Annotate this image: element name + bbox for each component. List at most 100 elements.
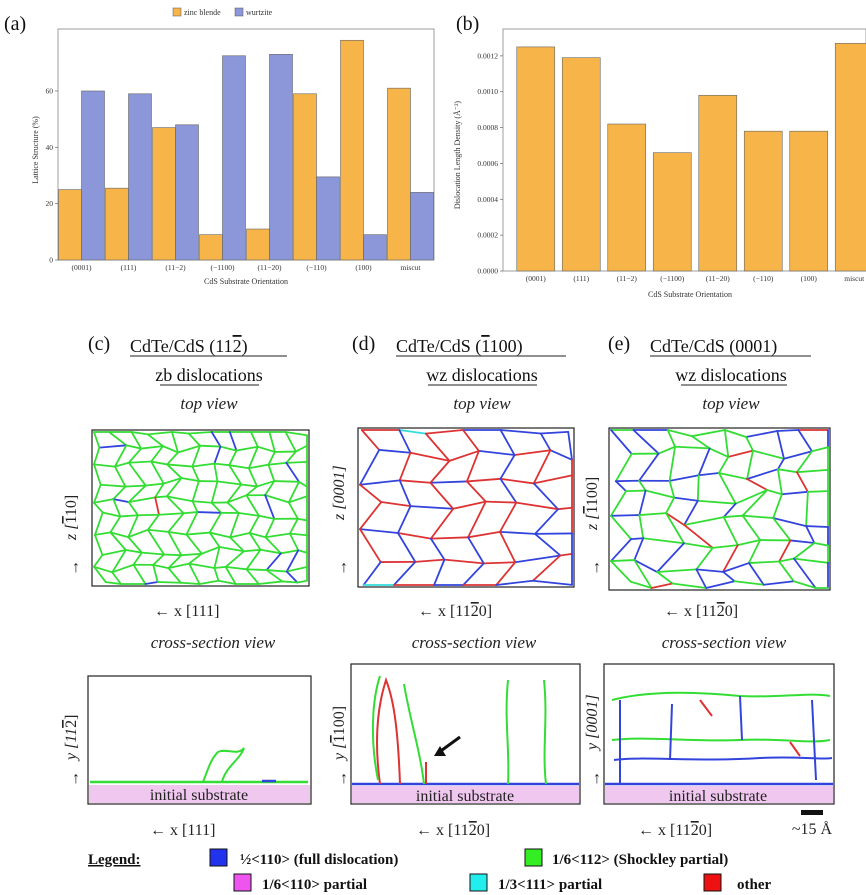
legend-111-partial: 1/3<111> partial bbox=[498, 877, 602, 893]
chart-b-xtick: (11−2) bbox=[617, 274, 638, 283]
legend-swatch-full bbox=[209, 848, 228, 867]
panel-e-top-image bbox=[608, 427, 831, 591]
panel-d-substrate bbox=[352, 786, 579, 803]
panel-c-substrate-label: initial substrate bbox=[150, 787, 248, 804]
chart-b-plot: 0.0000 0.0002 0.0004 0.0006 0.0008 0.0010 0.00… bbox=[477, 43, 866, 283]
panel-c-x-axis-bottom: ← x [111] bbox=[150, 822, 215, 839]
bar-b-1 bbox=[561, 57, 601, 272]
bar-b-6 bbox=[789, 130, 829, 272]
chart-a-xtick: (111) bbox=[121, 263, 137, 272]
bar-b-3 bbox=[652, 152, 692, 272]
chart-a-ylabel: Lattice Structure (%) bbox=[31, 116, 40, 184]
chart-b-ylabel: Dislocation Length Density (Å⁻²) bbox=[453, 101, 462, 209]
svg-text:↑: ↑ bbox=[340, 770, 348, 787]
panel-c-substrate bbox=[89, 785, 310, 803]
panel-c-top-view: top view bbox=[180, 394, 238, 413]
dislocation-legend: Legend: ½<110> (full dislocation) 1/6<11… bbox=[88, 848, 771, 893]
panel-c-cross-image bbox=[87, 675, 312, 805]
panel-d-subtitle: wz dislocations bbox=[426, 365, 537, 385]
panel-c-subtitle: zb dislocations bbox=[155, 365, 262, 385]
panel-c-x-axis: ← x [111] bbox=[154, 603, 219, 620]
chart-a-xtick: (−1100) bbox=[211, 263, 235, 272]
bar-a-wurtzite-6 bbox=[363, 234, 387, 261]
chart-a-xtick: (11−2) bbox=[165, 263, 186, 272]
bar-a-wurtzite-0 bbox=[81, 90, 105, 261]
legend-swatch-111 bbox=[469, 873, 488, 892]
svg-text:↑: ↑ bbox=[340, 559, 348, 576]
chart-b-xtick: (11−20) bbox=[706, 274, 730, 283]
chart-a-xtick: (−110) bbox=[306, 263, 327, 272]
panel-e-title: CdTe/CdS (0001) bbox=[650, 336, 777, 357]
legend-zinc-blende: zinc blende bbox=[184, 8, 221, 17]
chart-b-ytick: 0.0004 bbox=[477, 195, 498, 204]
bar-a-zinc-blende-2 bbox=[152, 127, 176, 261]
chart-b-xtick: (−1100) bbox=[660, 274, 684, 283]
chart-a-ytick: 60 bbox=[46, 86, 54, 95]
legend-swatch-other bbox=[703, 873, 722, 892]
panel-b-label: (b) bbox=[456, 13, 479, 35]
chart-a-frame bbox=[57, 28, 435, 261]
panel-c-z-arrow: ↑ bbox=[72, 559, 80, 576]
panel-a-label: (a) bbox=[4, 13, 26, 35]
bar-a-wurtzite-1 bbox=[128, 93, 152, 261]
chart-a-ytick: 40 bbox=[46, 143, 54, 152]
bar-a-wurtzite-7 bbox=[410, 192, 434, 261]
panel-d: (d) CdTe/CdS (1100) wz dislocations top … bbox=[331, 333, 581, 839]
panel-c-label: (c) bbox=[88, 333, 110, 355]
bar-a-zinc-blende-3 bbox=[199, 234, 223, 261]
panel-d-substrate-label: initial substrate bbox=[416, 788, 514, 805]
panel-c-cross-view: cross-section view bbox=[151, 633, 276, 652]
bar-a-zinc-blende-4 bbox=[246, 228, 270, 261]
svg-text:↑: ↑ bbox=[593, 770, 601, 787]
panel-e-cross-image bbox=[603, 663, 835, 805]
bar-a-wurtzite-5 bbox=[316, 176, 340, 261]
panel-e-subtitle: wz dislocations bbox=[675, 365, 786, 385]
panel-d-x-axis-bottom: ← x [1120] bbox=[416, 822, 490, 839]
bar-a-zinc-blende-6 bbox=[340, 39, 364, 261]
chart-a-xtick: (0001) bbox=[72, 263, 92, 272]
chart-a-xtick: miscut bbox=[401, 263, 422, 272]
bar-a-zinc-blende-1 bbox=[105, 187, 129, 261]
chart-b-ytick: 0.0012 bbox=[477, 51, 498, 60]
chart-a-ytick: 0 bbox=[49, 256, 53, 265]
chart-b-xtick: (100) bbox=[801, 274, 818, 283]
panel-c-y-axis: y [112] bbox=[63, 715, 80, 762]
panel-d-cross-view: cross-section view bbox=[412, 633, 537, 652]
panel-c-dislocation-network bbox=[93, 431, 308, 585]
panel-e-top-view: top view bbox=[702, 394, 760, 413]
legend-110-partial: 1/6<110> partial bbox=[262, 877, 367, 893]
chart-a-plot: 0 20 40 60 (0001) (111) (11−2) (−1100) (11−20) (−… bbox=[46, 39, 434, 272]
panel-e-cross-view: cross-section view bbox=[662, 633, 787, 652]
panel-d-x-axis: ← x [1120] bbox=[418, 603, 492, 620]
panel-d-y-axis: y [1100] bbox=[331, 706, 348, 762]
panel-e-x-axis: ← x [1120] bbox=[664, 603, 738, 620]
bar-a-wurtzite-3 bbox=[222, 55, 246, 261]
panel-e-dislocation-network bbox=[610, 429, 829, 589]
bar-b-2 bbox=[607, 123, 647, 272]
bar-a-wurtzite-4 bbox=[269, 54, 293, 261]
legend-swatch-shockley bbox=[524, 848, 543, 867]
chart-b-ytick: 0.0008 bbox=[477, 123, 498, 132]
chart-a-xtick: (100) bbox=[355, 263, 372, 272]
chart-b-xtick: (0001) bbox=[526, 274, 546, 283]
chart-b-ytick: 0.0010 bbox=[477, 87, 498, 96]
svg-text:↑: ↑ bbox=[72, 770, 80, 787]
chart-b-xlabel: CdS Substrate Orientation bbox=[648, 290, 732, 299]
legend-full-dislocation: ½<110> (full dislocation) bbox=[240, 852, 398, 868]
panel-e-y-axis: y [0001] bbox=[584, 694, 601, 752]
panel-d-cross-lines bbox=[352, 675, 579, 786]
bar-a-zinc-blende-0 bbox=[58, 189, 82, 261]
chart-b-ytick: 0.0002 bbox=[477, 231, 498, 240]
panel-d-top-view: top view bbox=[453, 394, 511, 413]
panel-d-dislocation-network bbox=[359, 429, 573, 586]
panel-e-z-axis: z [1100] bbox=[584, 477, 601, 531]
bar-b-5 bbox=[743, 130, 783, 272]
panel-e-cross-lines bbox=[605, 691, 833, 786]
panel-c: (c) CdTe/CdS (112) zb dislocations top v… bbox=[63, 333, 312, 839]
panel-d-title: CdTe/CdS (1100) bbox=[396, 336, 523, 357]
panel-c-cross-lines bbox=[90, 747, 308, 784]
svg-text:↑: ↑ bbox=[593, 559, 601, 576]
panel-e-x-axis-bottom: ← x [1120] bbox=[638, 822, 712, 839]
panel-e-label: (e) bbox=[608, 333, 630, 355]
